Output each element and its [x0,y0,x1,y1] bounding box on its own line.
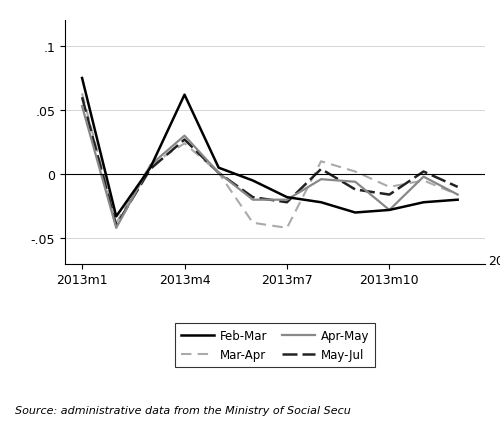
Legend: Feb-Mar, Mar-Apr, Apr-May, May-Jul: Feb-Mar, Mar-Apr, Apr-May, May-Jul [175,323,375,367]
Text: 20: 20 [488,254,500,267]
Text: Source: administrative data from the Ministry of Social Secu: Source: administrative data from the Min… [15,405,351,415]
